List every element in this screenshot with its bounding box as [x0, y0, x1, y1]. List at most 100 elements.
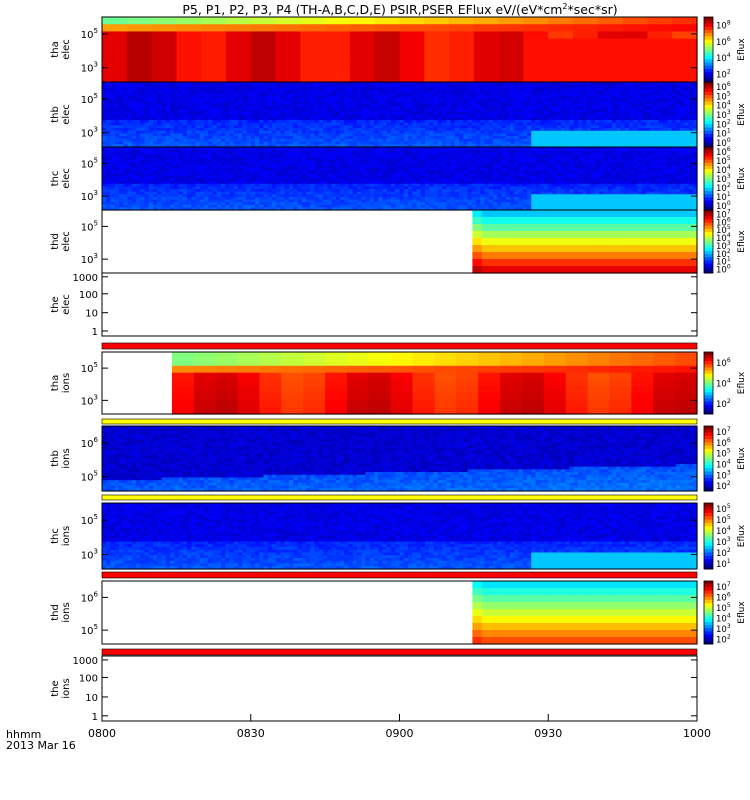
spectrogram-cell — [212, 207, 218, 211]
spectrogram-cell — [272, 170, 277, 174]
spectrogram-cell — [544, 133, 549, 137]
spectrogram-cell — [335, 90, 341, 94]
spectrogram-cell — [272, 111, 277, 116]
spectrogram-cell — [424, 74, 450, 83]
spectrogram-cell — [208, 186, 214, 190]
spectrogram-cell — [323, 119, 328, 124]
spectrogram-cell — [272, 92, 277, 97]
spectrogram-cell — [229, 117, 235, 121]
spectrogram-cell — [127, 157, 133, 161]
spectrogram-cell — [276, 125, 282, 129]
spectrogram-cell — [527, 92, 532, 97]
spectrogram-cell — [488, 128, 494, 132]
spectrogram-cell — [646, 82, 651, 86]
spectrogram-cell — [131, 122, 137, 126]
spectrogram-cell — [127, 133, 133, 137]
spectrogram-cell — [170, 84, 175, 89]
spectrogram-cell — [267, 122, 273, 126]
spectrogram-cell — [361, 95, 367, 99]
spectrogram-cell — [463, 95, 469, 99]
spectrogram-cell — [199, 152, 205, 156]
spectrogram-cell — [293, 175, 299, 180]
spectrogram-cell — [250, 17, 277, 25]
spectrogram-cell — [233, 152, 239, 156]
spectrogram-cell — [442, 82, 447, 86]
spectrogram-cell — [561, 130, 566, 135]
spectrogram-cell — [578, 125, 583, 129]
spectrogram-cell — [106, 95, 112, 99]
spectrogram-cell — [136, 162, 141, 166]
spectrogram-cell — [454, 136, 460, 140]
spectrogram-cell — [437, 128, 443, 132]
spectrogram-cell — [446, 122, 452, 126]
spectrogram-cell — [629, 82, 634, 86]
spectrogram-cell — [573, 144, 579, 148]
spectrogram-cell — [539, 82, 545, 86]
spectrogram-cell — [484, 136, 490, 140]
spectrogram-cell — [365, 133, 371, 137]
spectrogram-cell — [161, 202, 167, 206]
spectrogram-cell — [646, 138, 651, 143]
spectrogram-cell — [535, 133, 541, 137]
spectrogram-cell — [199, 87, 205, 91]
spectrogram-cell — [314, 92, 320, 97]
spectrogram-cell — [595, 111, 600, 116]
spectrogram-cell — [539, 144, 545, 148]
spectrogram-cell — [306, 181, 311, 185]
spectrogram-cell — [633, 84, 639, 89]
spectrogram-cell — [403, 106, 409, 110]
spectrogram-cell — [646, 100, 651, 105]
spectrogram-cell — [284, 152, 290, 156]
spectrogram-cell — [369, 95, 375, 99]
spectrogram-cell — [425, 87, 430, 91]
spectrogram-cell — [182, 128, 188, 132]
spectrogram-cell — [633, 106, 639, 110]
spectrogram-cell — [463, 103, 469, 107]
spectrogram-cell — [654, 117, 660, 121]
spectrogram-cell — [187, 111, 192, 116]
spectrogram-cell — [484, 95, 490, 99]
spectrogram-cell — [306, 196, 311, 201]
spectrogram-cell — [127, 181, 133, 185]
spectrogram-cell — [399, 119, 405, 124]
spectrogram-cell — [153, 90, 158, 94]
spectrogram-cell — [199, 138, 205, 143]
spectrogram-cell — [646, 117, 651, 121]
spectrogram-cell — [454, 98, 460, 102]
spectrogram-cell — [182, 117, 188, 121]
spectrogram-cell — [182, 202, 188, 206]
spectrogram-cell — [178, 111, 184, 116]
spectrogram-cell — [225, 144, 231, 148]
spectrogram-cell — [187, 199, 192, 203]
spectrogram-cell — [323, 165, 328, 169]
spectrogram-cell — [561, 117, 566, 121]
spectrogram-cell — [102, 181, 107, 185]
spectrogram-cell — [590, 136, 596, 140]
spectrogram-cell — [229, 114, 235, 118]
spectrogram-cell — [157, 189, 163, 193]
spectrogram-cell — [331, 202, 337, 206]
spectrogram-cell — [493, 109, 498, 113]
spectrogram-cell — [620, 125, 626, 129]
spectrogram-cell — [647, 45, 673, 54]
spectrogram-cell — [582, 100, 588, 105]
spectrogram-cell — [216, 160, 222, 164]
spectrogram-cell — [340, 130, 345, 135]
spectrogram-cell — [182, 87, 188, 91]
spectrogram-cell — [318, 165, 324, 169]
spectrogram-cell — [429, 125, 435, 129]
spectrogram-cell — [357, 122, 362, 126]
spectrogram-cell — [607, 128, 613, 132]
spectrogram-cell — [191, 98, 197, 102]
spectrogram-cell — [276, 87, 282, 91]
spectrogram-cell — [522, 84, 528, 89]
spectrogram-cell — [161, 109, 167, 113]
spectrogram-cell — [250, 154, 256, 159]
spectrogram-cell — [106, 152, 112, 156]
spectrogram-cell — [484, 138, 490, 143]
spectrogram-cell — [306, 82, 311, 86]
spectrogram-cell — [408, 90, 413, 94]
spectrogram-cell — [612, 119, 617, 124]
spectrogram-cell — [233, 168, 239, 172]
spectrogram-cell — [386, 98, 392, 102]
